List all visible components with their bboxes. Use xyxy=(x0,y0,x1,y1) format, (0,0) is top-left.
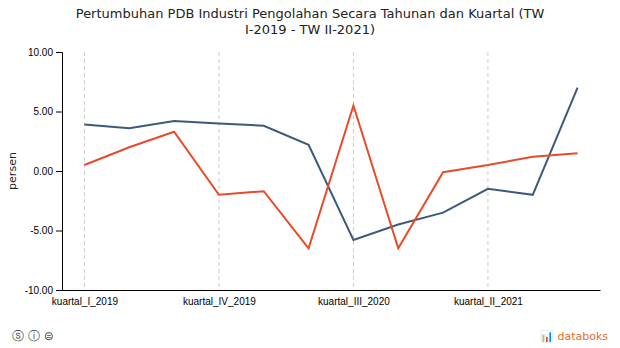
title: Pertumbuhan PDB Industri Pengolahan Seca… xyxy=(76,6,545,37)
x-tick: kuartal_III_2020 xyxy=(318,290,390,307)
x-axis-line xyxy=(63,290,601,291)
y-tick-label: -5.00 xyxy=(30,225,53,236)
y-tick-mark xyxy=(56,52,62,53)
y-tick: -5.00 xyxy=(30,225,62,236)
y-tick-label: 10.00 xyxy=(28,47,53,58)
lines xyxy=(84,88,577,249)
y-axis: -10.00 -5.00 0.00 5.00 10.00 xyxy=(25,47,63,296)
x-tick: kuartal_I_2019 xyxy=(52,290,119,307)
x-tick-label: kuartal_IV_2019 xyxy=(183,296,256,307)
y-tick: 10.00 xyxy=(28,47,62,58)
y-tick: -10.00 xyxy=(25,285,62,296)
grid-line xyxy=(84,52,85,290)
y-tick: 0.00 xyxy=(34,166,62,177)
x-tick: kuartal_II_2021 xyxy=(454,290,523,307)
footer-right: 📊 databoks xyxy=(540,330,608,343)
series-line xyxy=(84,88,577,240)
y-tick-mark xyxy=(56,171,62,172)
plot: -10.00-5.000.005.0010.00kuartal_I_2019ku… xyxy=(25,47,601,307)
grid xyxy=(84,52,488,290)
x-tick-label: kuartal_II_2021 xyxy=(454,296,523,307)
footer-left: ⓢ ⓘ ⊜ xyxy=(12,329,54,343)
x-tick-label: kuartal_I_2019 xyxy=(52,296,119,307)
y-tick-mark xyxy=(56,290,62,291)
chart: -10.00-5.000.005.0010.00kuartal_I_2019ku… xyxy=(0,0,620,348)
x-axis: kuartal_I_2019 kuartal_IV_2019 kuartal_III… xyxy=(52,290,601,307)
x-tick-label: kuartal_III_2020 xyxy=(318,296,390,307)
grid-line xyxy=(218,52,219,290)
x-tick: kuartal_IV_2019 xyxy=(183,290,256,307)
y-axis-title: persen xyxy=(6,152,19,190)
y-tick: 5.00 xyxy=(34,106,62,117)
y-tick-mark xyxy=(56,112,62,113)
y-tick-label: 0.00 xyxy=(34,166,54,177)
y-axis-line xyxy=(56,53,63,291)
grid-line xyxy=(487,52,488,290)
y-tick-label: 5.00 xyxy=(34,106,54,117)
y-tick-label: -10.00 xyxy=(25,285,54,296)
series-line xyxy=(84,106,577,249)
y-tick-mark xyxy=(56,231,62,232)
grid-line xyxy=(353,52,354,290)
